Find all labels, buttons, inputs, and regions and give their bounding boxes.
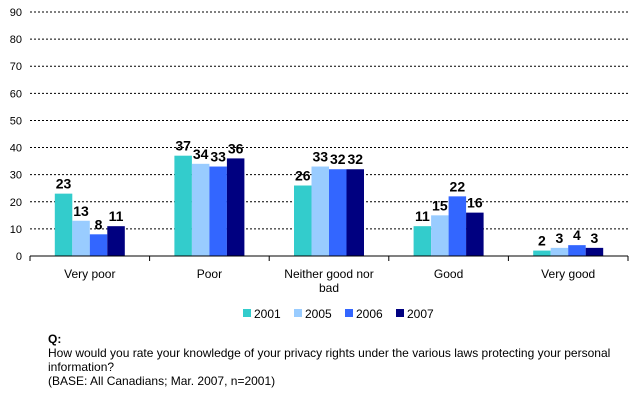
data-label: 32: [330, 151, 346, 167]
data-label: 3: [591, 230, 599, 246]
base-note: (BASE: All Canadians; Mar. 2007, n=2001): [48, 374, 276, 388]
bar-2007: [585, 247, 604, 256]
data-label: 34: [193, 146, 209, 162]
x-tick-label: Poor: [197, 267, 222, 281]
bar-2005: [72, 220, 90, 256]
data-label: 4: [573, 227, 581, 243]
legend-swatch: [396, 309, 404, 317]
y-tick-label: 20: [10, 197, 22, 209]
x-tick-label: Very good: [541, 267, 595, 281]
data-label: 37: [175, 138, 191, 154]
x-tick-label: Good: [434, 267, 463, 281]
bar-2007: [107, 226, 125, 256]
y-tick-label: 50: [10, 115, 22, 127]
data-label: 16: [467, 195, 483, 211]
data-label: 11: [415, 208, 430, 224]
bar-2007: [226, 158, 245, 256]
data-label: 3: [556, 230, 564, 246]
data-label: 22: [450, 178, 466, 194]
legend-label: 2006: [356, 307, 383, 321]
y-tick-label: 90: [10, 7, 22, 19]
bar-2007: [346, 169, 364, 256]
bar-2001: [533, 250, 551, 256]
x-tick-label: bad: [319, 281, 339, 295]
legend-swatch: [243, 309, 251, 317]
legend: 2001 2005 2006 2007: [243, 307, 434, 321]
data-label: 36: [228, 140, 244, 156]
data-label: 11: [109, 208, 124, 224]
bar-2007: [466, 212, 484, 256]
footer-note: Q: How would you rate your knowledge of …: [48, 332, 638, 388]
legend-label: 2001: [254, 307, 281, 321]
bar-2001: [413, 226, 432, 256]
legend-label: 2007: [407, 307, 434, 321]
y-tick-label: 30: [10, 170, 22, 182]
bar-2006: [89, 234, 108, 256]
bar-2005: [191, 163, 210, 256]
y-tick-label: 70: [10, 61, 22, 73]
y-tick-label: 0: [16, 251, 22, 263]
data-label: 33: [210, 149, 226, 165]
y-axis-ticks: 0 10 20 30 40 50 60 70 80 90: [10, 7, 22, 263]
x-tick-label: Neither good nor: [284, 267, 373, 281]
data-label: 26: [295, 168, 311, 184]
x-tick-label: Very poor: [64, 267, 115, 281]
question-label: Q:: [48, 332, 62, 346]
y-tick-label: 60: [10, 88, 22, 100]
bar-2006: [209, 166, 227, 256]
bar-2001: [174, 155, 192, 256]
data-label: 33: [312, 149, 328, 165]
y-tick-label: 10: [10, 224, 22, 236]
legend-label: 2005: [305, 307, 332, 321]
bar-2005: [311, 166, 329, 256]
legend-swatch: [345, 309, 353, 317]
y-tick-label: 80: [10, 34, 22, 46]
data-label: 8: [95, 216, 103, 232]
bar-2001: [54, 193, 73, 256]
data-label: 32: [347, 151, 363, 167]
data-label: 2: [538, 233, 546, 249]
data-label: 15: [432, 197, 448, 213]
bar-2006: [329, 169, 347, 256]
bar-2001: [294, 185, 312, 256]
data-label: 23: [56, 176, 72, 192]
bar-2006: [448, 196, 467, 256]
bars: [54, 155, 604, 256]
data-label: 13: [73, 203, 89, 219]
y-tick-label: 40: [10, 143, 22, 155]
legend-swatch: [294, 309, 302, 317]
bar-2006: [568, 245, 586, 256]
bar-2005: [550, 247, 569, 256]
bar-2005: [431, 215, 449, 256]
question-text: How would you rate your knowledge of you…: [48, 346, 611, 374]
